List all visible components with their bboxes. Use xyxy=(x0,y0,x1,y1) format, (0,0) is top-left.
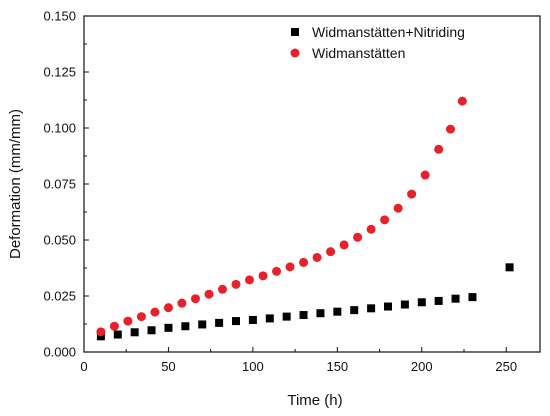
data-point-circle xyxy=(163,303,173,313)
y-tick-label: 0.000 xyxy=(43,345,76,360)
data-point-square xyxy=(505,263,514,272)
data-point-square xyxy=(434,296,443,305)
x-tick-label: 100 xyxy=(242,359,264,374)
y-tick-label: 0.100 xyxy=(43,121,76,136)
plot-frame xyxy=(83,15,541,353)
data-point-circle xyxy=(123,316,133,326)
data-point-circle xyxy=(380,215,390,225)
data-point-circle xyxy=(407,189,417,199)
data-point-square xyxy=(147,326,156,335)
data-point-circle xyxy=(285,262,295,272)
data-point-circle xyxy=(393,203,403,213)
x-tick-label: 150 xyxy=(326,359,348,374)
data-point-square xyxy=(248,315,257,324)
plot-border xyxy=(83,15,541,353)
y-tick-label: 0.125 xyxy=(43,65,76,80)
x-axis-title: Time (h) xyxy=(287,392,342,409)
data-point-circle xyxy=(445,124,455,134)
data-point-square xyxy=(215,318,224,327)
y-tick-label: 0.150 xyxy=(43,9,76,24)
data-point-circle xyxy=(245,275,255,285)
data-point-circle xyxy=(434,144,444,154)
data-point-square xyxy=(350,306,359,315)
legend-marker-widmanstatten xyxy=(290,48,300,58)
data-point-circle xyxy=(339,240,349,250)
data-point-circle xyxy=(272,266,282,276)
data-point-circle xyxy=(217,284,227,294)
data-point-square xyxy=(113,330,122,339)
series-0 xyxy=(96,263,514,341)
data-point-square xyxy=(400,300,409,309)
data-point-square xyxy=(164,323,173,332)
data-point-circle xyxy=(326,247,336,257)
legend-marker-widmanstatten-nitriding xyxy=(291,28,299,36)
data-point-circle xyxy=(366,224,376,234)
data-marks xyxy=(96,96,514,341)
y-tick-label: 0.025 xyxy=(43,289,76,304)
data-point-square xyxy=(198,320,207,329)
data-point-square xyxy=(367,304,376,313)
data-point-circle xyxy=(312,252,322,262)
data-point-circle xyxy=(299,257,309,267)
x-tick-label: 250 xyxy=(495,359,517,374)
data-point-circle xyxy=(204,289,214,299)
data-point-square xyxy=(316,309,325,318)
data-point-square xyxy=(181,322,190,331)
legend-label-widmanstatten: Widmanstätten xyxy=(312,45,405,61)
data-point-square xyxy=(384,302,392,311)
data-point-square xyxy=(468,293,477,302)
y-axis-title: Deformation (mm/mm) xyxy=(7,109,24,259)
data-point-square xyxy=(299,311,308,320)
x-tick-label: 0 xyxy=(80,359,87,374)
data-point-circle xyxy=(231,279,241,289)
y-tick-label: 0.075 xyxy=(43,177,76,192)
data-point-square xyxy=(232,317,240,326)
y-tick-label: 0.050 xyxy=(43,233,76,248)
data-point-square xyxy=(130,328,139,337)
x-tick-label: 200 xyxy=(411,359,433,374)
series-1 xyxy=(96,96,467,337)
data-point-square xyxy=(417,298,426,307)
data-point-square xyxy=(265,314,274,323)
data-point-circle xyxy=(190,294,200,304)
x-tick-label: 50 xyxy=(161,359,175,374)
data-point-circle xyxy=(258,271,268,281)
data-point-circle xyxy=(109,321,119,331)
data-point-circle xyxy=(150,307,160,317)
data-point-square xyxy=(451,294,460,303)
axis-ticks: 0 50 100 150 200 250 0.000 0.025 0.050 0.075 0.100… xyxy=(43,9,517,375)
data-point-circle xyxy=(136,312,146,322)
data-point-circle xyxy=(353,232,363,242)
legend: Widmanstätten+Nitriding Widmanstätten xyxy=(290,24,465,61)
data-point-circle xyxy=(177,298,187,308)
data-point-circle xyxy=(96,327,106,337)
data-point-circle xyxy=(420,170,430,180)
legend-label-widmanstatten-nitriding: Widmanstätten+Nitriding xyxy=(312,24,465,40)
data-point-square xyxy=(333,307,342,316)
data-point-square xyxy=(282,312,291,321)
data-point-circle xyxy=(457,96,467,106)
